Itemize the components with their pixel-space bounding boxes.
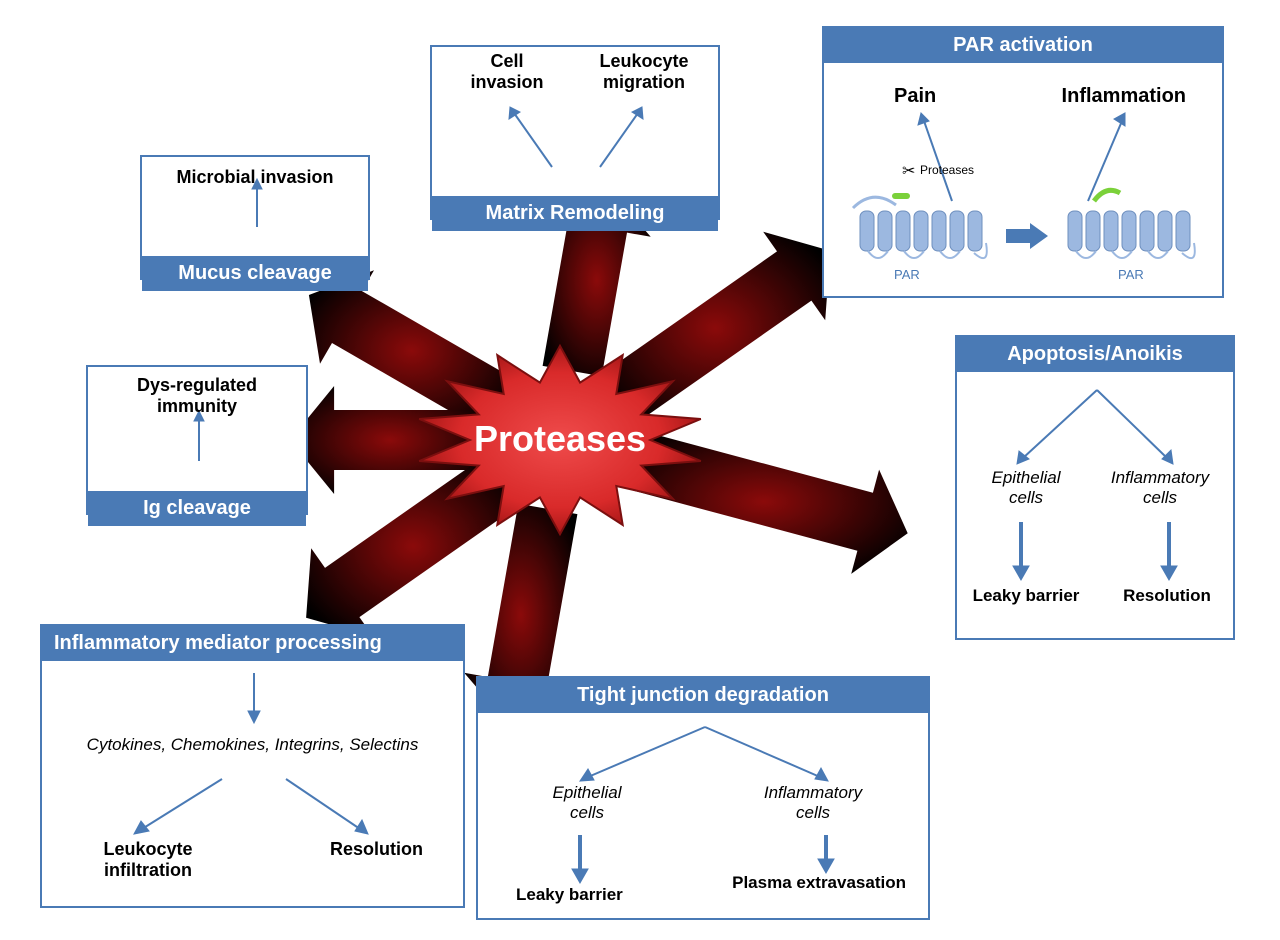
- box-matrix: Cell invasion Leukocyte migration Matrix…: [430, 45, 720, 220]
- apo-left-mid-2: cells: [971, 488, 1081, 508]
- tight-left-mid-2: cells: [522, 803, 652, 823]
- inflamm-left-1: Leukocyte: [78, 839, 218, 860]
- apo-right-out: Resolution: [1107, 586, 1227, 606]
- scissors-icon: ✂: [902, 161, 915, 181]
- mucus-header: Mucus cleavage: [142, 256, 368, 291]
- par-receptor-right: [1056, 183, 1206, 273]
- apoptosis-header: Apoptosis/Anoikis: [957, 337, 1233, 372]
- tight-left-out: Leaky barrier: [516, 885, 623, 905]
- ig-outcome-2: immunity: [98, 396, 296, 417]
- box-apoptosis: Apoptosis/Anoikis Epithelial cells Infla…: [955, 335, 1235, 640]
- tight-right-out: Plasma extravasation: [732, 873, 906, 893]
- box-tight: Tight junction degradation Epithelial ce…: [476, 676, 930, 920]
- proteases-small-label: Proteases: [920, 163, 974, 177]
- tight-right-mid-1: Inflammatory: [728, 783, 898, 803]
- central-label: Proteases: [460, 418, 660, 460]
- apo-left-out: Leaky barrier: [961, 586, 1091, 606]
- mucus-outcome: Microbial invasion: [152, 165, 358, 188]
- ig-header: Ig cleavage: [88, 491, 306, 526]
- box-inflamm: Inflammatory mediator processing Cytokin…: [40, 624, 465, 908]
- tight-left-mid-1: Epithelial: [522, 783, 652, 803]
- box-ig: Dys-regulated immunity Ig cleavage: [86, 365, 308, 515]
- par-label-left: PAR: [894, 267, 920, 282]
- inflamm-header: Inflammatory mediator processing: [42, 626, 463, 661]
- box-mucus: Microbial invasion Mucus cleavage: [140, 155, 370, 280]
- apo-right-mid-2: cells: [1095, 488, 1225, 508]
- ig-outcome-1: Dys-regulated: [98, 375, 296, 396]
- diagram-canvas: Proteases Microbial invasion Mucus cleav…: [0, 0, 1280, 940]
- inflamm-right: Resolution: [330, 839, 423, 860]
- box-par: PAR activation Pain Inflammation ✂ Prote…: [822, 26, 1224, 298]
- tight-right-mid-2: cells: [728, 803, 898, 823]
- par-header: PAR activation: [824, 28, 1222, 63]
- tight-header: Tight junction degradation: [478, 678, 928, 713]
- inflamm-mid: Cytokines, Chemokines, Integrins, Select…: [42, 735, 463, 755]
- par-receptor-left: [848, 183, 998, 273]
- par-activation-arrow-icon: [1004, 221, 1050, 251]
- apo-left-mid-1: Epithelial: [971, 468, 1081, 488]
- inflamm-left-2: infiltration: [78, 860, 218, 881]
- par-label-right: PAR: [1118, 267, 1144, 282]
- matrix-header: Matrix Remodeling: [432, 196, 718, 231]
- apo-right-mid-1: Inflammatory: [1095, 468, 1225, 488]
